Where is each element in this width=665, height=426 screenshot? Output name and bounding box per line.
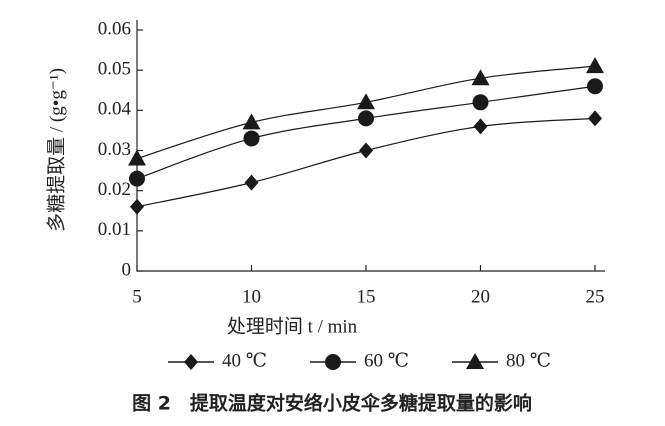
x-tick-label: 25 bbox=[586, 286, 605, 307]
y-tick-label: 0.03 bbox=[98, 139, 131, 160]
marker bbox=[244, 174, 259, 191]
marker bbox=[243, 130, 260, 147]
marker bbox=[129, 170, 145, 187]
marker bbox=[466, 353, 484, 369]
caption: 图 2 提取温度对安络小皮伞多糖提取量的影响 bbox=[132, 392, 532, 415]
y-tick-label: 0.05 bbox=[98, 59, 131, 80]
marker bbox=[242, 113, 261, 130]
legend-label: 80 ℃ bbox=[506, 350, 551, 371]
y-tick-label: 0.01 bbox=[98, 219, 131, 240]
marker bbox=[471, 69, 490, 86]
series-line bbox=[136, 117, 596, 208]
y-tick-label: 0.02 bbox=[98, 179, 131, 200]
marker bbox=[587, 78, 603, 95]
legend-label: 60 ℃ bbox=[364, 350, 409, 371]
x-axis-label: 处理时间 t / min bbox=[227, 315, 358, 337]
x-tick-label: 15 bbox=[357, 286, 376, 307]
legend-label: 40 ℃ bbox=[222, 350, 267, 371]
marker bbox=[359, 142, 373, 159]
marker bbox=[472, 94, 489, 111]
marker bbox=[357, 93, 375, 110]
marker bbox=[130, 198, 144, 215]
marker bbox=[473, 118, 488, 135]
marker bbox=[588, 110, 602, 127]
y-axis-label: 多糖提取量 / (g•g⁻¹) bbox=[45, 68, 67, 232]
marker bbox=[184, 354, 198, 370]
x-tick-label: 10 bbox=[242, 286, 261, 307]
x-tick-label: 5 bbox=[132, 286, 142, 307]
x-tick-label: 20 bbox=[471, 286, 490, 307]
y-tick-label: 0.04 bbox=[98, 99, 132, 120]
marker bbox=[586, 57, 604, 74]
marker bbox=[358, 110, 374, 127]
axes bbox=[136, 20, 605, 272]
y-tick-label: 0 bbox=[122, 259, 132, 280]
marker bbox=[325, 354, 341, 370]
marker bbox=[128, 149, 146, 166]
y-tick-label: 0.06 bbox=[98, 18, 131, 39]
